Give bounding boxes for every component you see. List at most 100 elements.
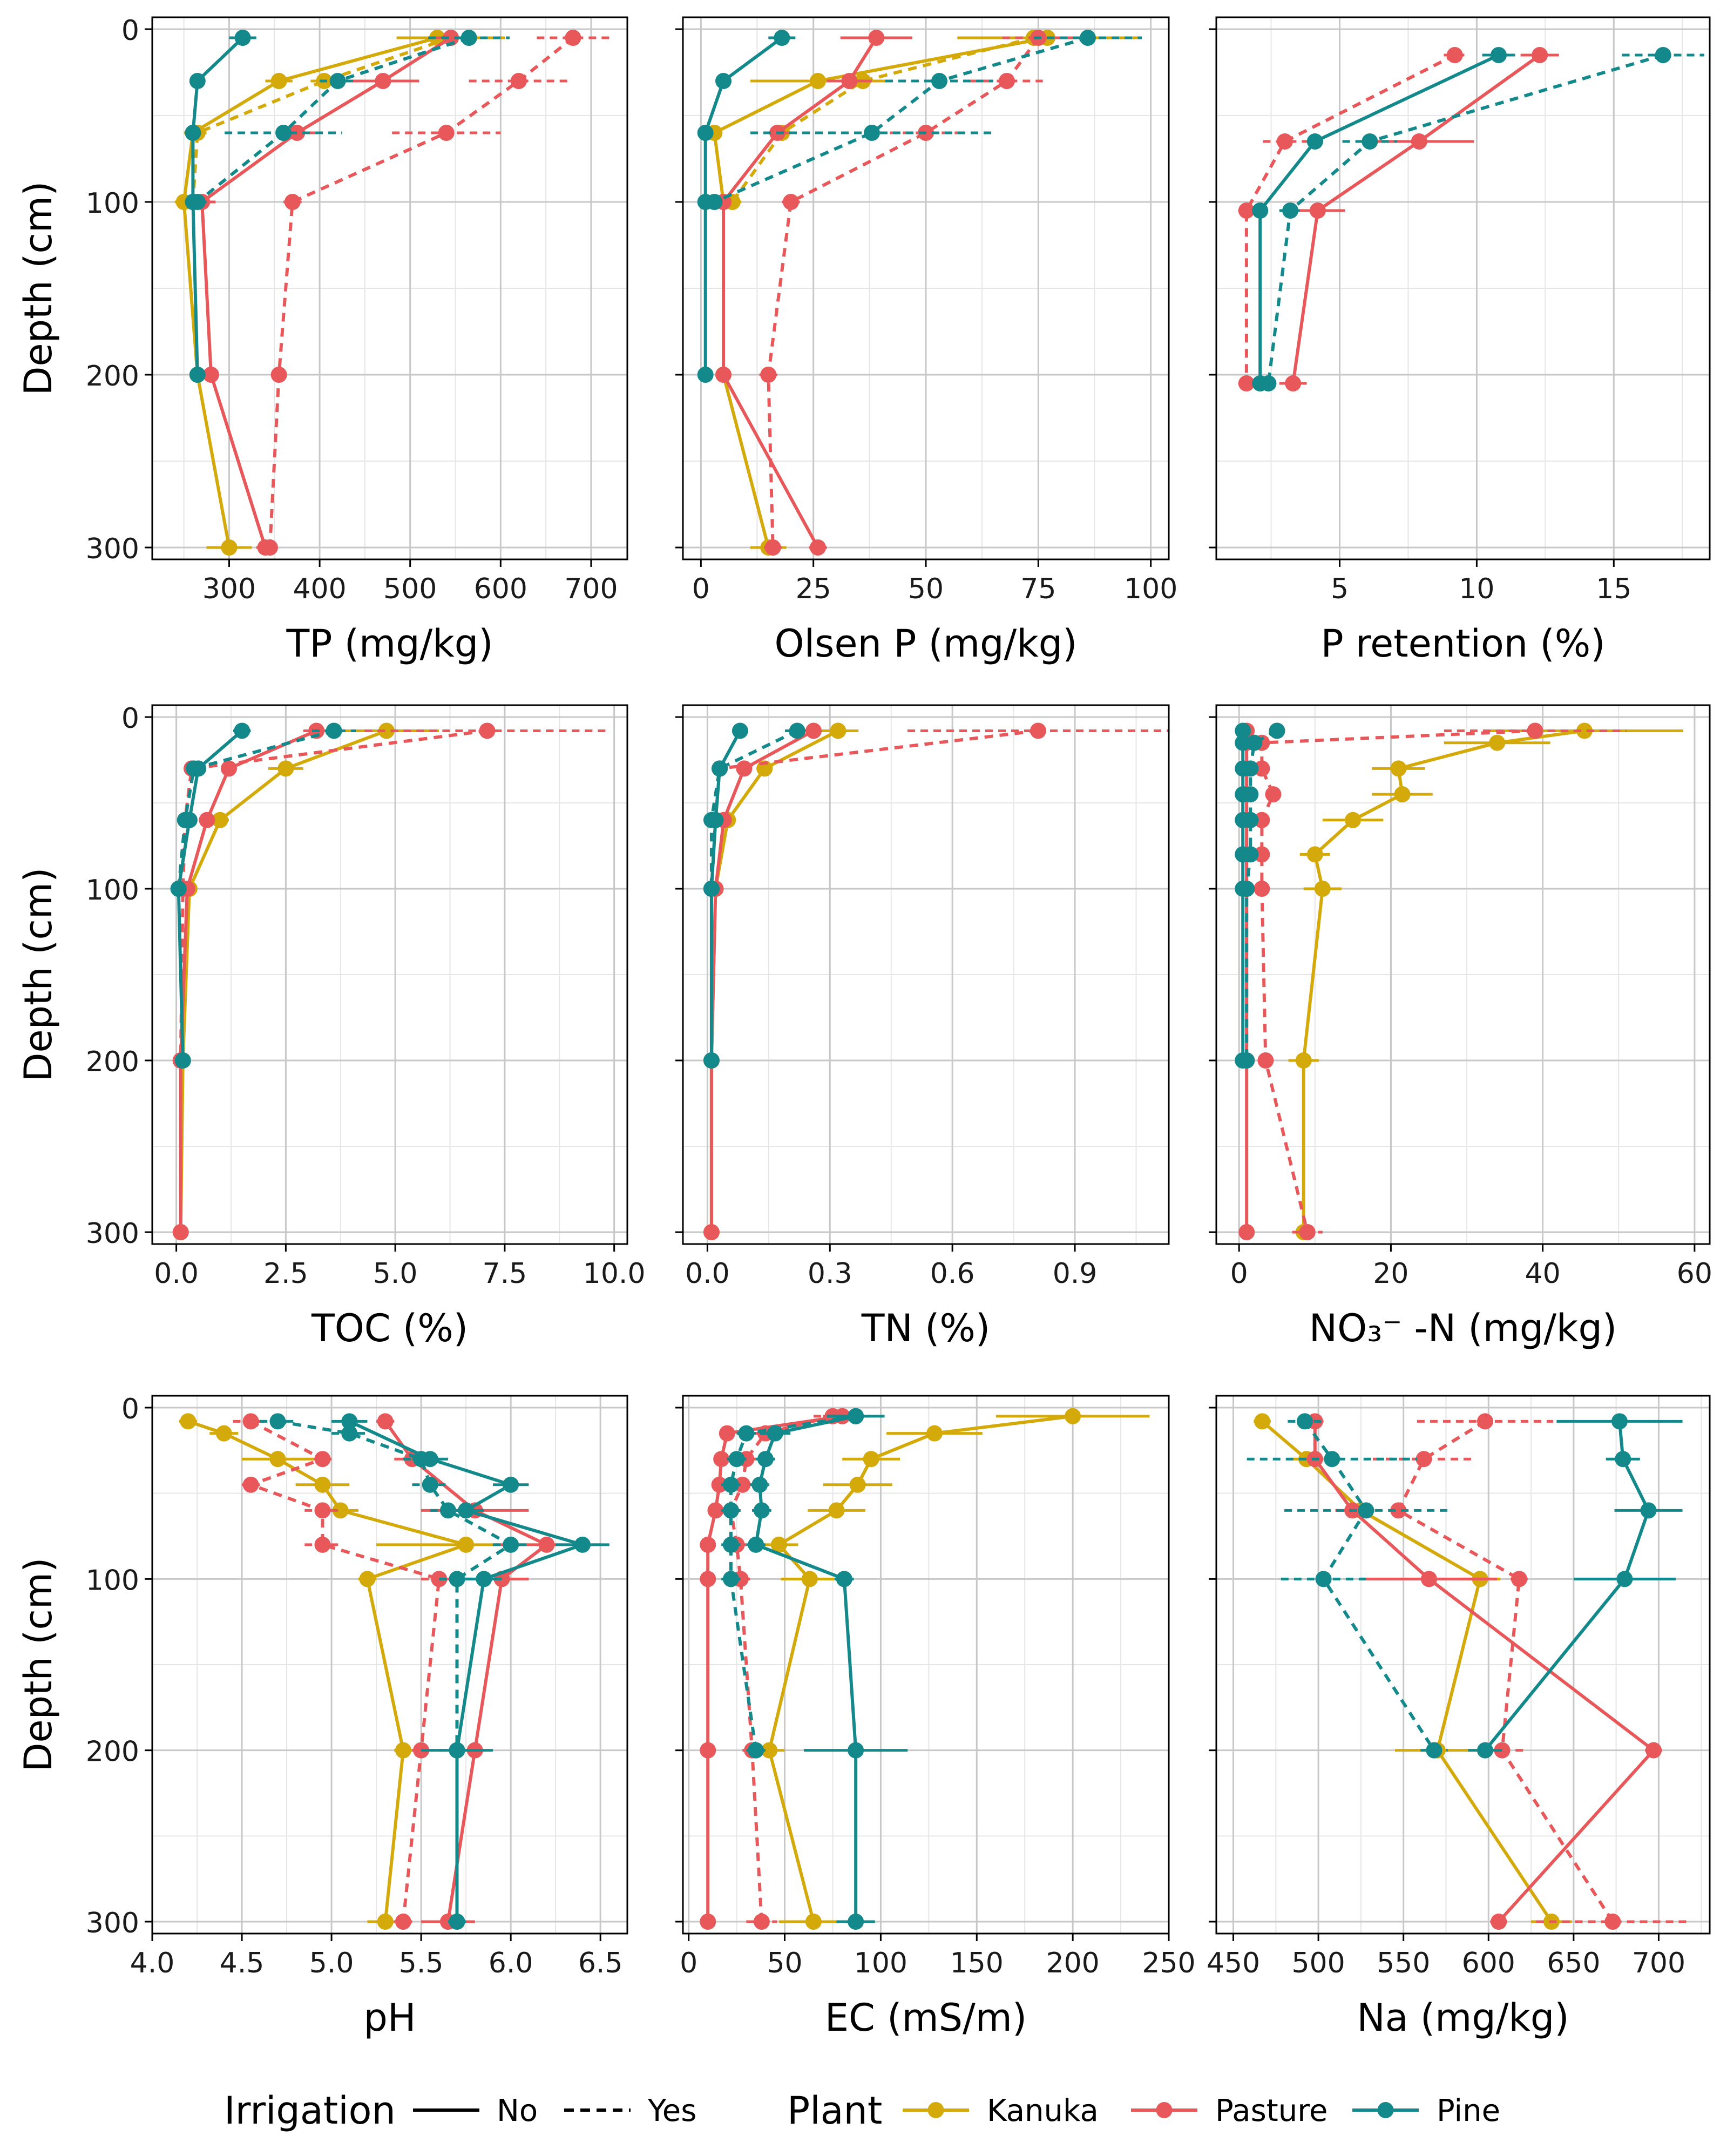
x-tick-label: 0.0 [685, 1258, 730, 1290]
data-point [574, 1536, 591, 1553]
data-point [270, 73, 287, 89]
panel-border [1215, 16, 1711, 560]
series-line [722, 37, 878, 549]
x-tick-label: 450 [1207, 1947, 1260, 1979]
data-point [712, 760, 728, 777]
data-point [1254, 846, 1270, 863]
x-tick-label: 150 [950, 1947, 1004, 1979]
data-point [751, 1476, 768, 1493]
data-point [1276, 133, 1293, 150]
x-tick-label: 60 [1677, 1258, 1712, 1290]
data-point [395, 1914, 411, 1930]
data-point [1252, 202, 1269, 219]
data-point [395, 1742, 411, 1759]
data-point [1411, 133, 1427, 150]
data-point [931, 73, 947, 89]
data-point [1324, 1451, 1340, 1468]
series-pine-irrigated [703, 722, 810, 897]
data-point [848, 1408, 864, 1424]
data-point [242, 1476, 259, 1493]
data-point [1238, 375, 1255, 391]
series-group [703, 722, 1169, 1240]
x-tick-label: 5.0 [309, 1947, 354, 1979]
data-point [697, 367, 714, 383]
data-point [1306, 846, 1323, 863]
x-tick-label: 6.5 [578, 1947, 623, 1979]
panel-border [1215, 1395, 1711, 1935]
x-tick-label: 600 [1462, 1947, 1515, 1979]
data-point [1238, 202, 1255, 219]
data-point [269, 1451, 286, 1468]
data-point [863, 1451, 879, 1468]
x-axis-label: TP (mg/kg) [286, 621, 493, 666]
data-point [753, 1502, 770, 1519]
data-point [700, 1914, 716, 1930]
series-pine-irrigated [1247, 1413, 1448, 1759]
data-point [1238, 881, 1255, 897]
data-point [1390, 760, 1407, 777]
y-axis-label: Depth (cm) [16, 181, 60, 396]
data-point [1306, 133, 1323, 150]
data-point [849, 1476, 866, 1493]
data-point [1257, 1052, 1274, 1069]
data-point [805, 722, 822, 739]
series-line [1291, 53, 1541, 384]
data-point [378, 722, 395, 739]
series-pine-irrigated [170, 722, 356, 897]
y-tick-label: 100 [86, 1564, 139, 1597]
data-point [199, 812, 215, 828]
x-tick-label: 75 [1020, 573, 1056, 605]
legend-plant-label: Pasture [1215, 2093, 1328, 2128]
x-tick-label: 200 [1046, 1947, 1100, 1979]
data-point [774, 30, 790, 46]
data-point [753, 1914, 770, 1930]
x-axis-label: Olsen P (mg/kg) [775, 621, 1078, 666]
data-point [215, 1425, 232, 1442]
data-point [375, 73, 391, 89]
data-point [1362, 133, 1378, 150]
panel-3: 5 10 15 P retention (%) [1209, 16, 1711, 666]
data-point [1640, 1502, 1657, 1519]
data-point [789, 722, 805, 739]
series-group [179, 1413, 609, 1930]
panel-border [151, 704, 628, 1245]
data-point [1080, 30, 1096, 46]
x-axis-label: NO₃⁻ -N (mg/kg) [1309, 1306, 1617, 1350]
x-tick-label: 5.5 [399, 1947, 444, 1979]
data-point [764, 539, 781, 556]
x-tick-label: 600 [474, 573, 527, 605]
data-point [748, 1742, 764, 1759]
data-point [1420, 1571, 1437, 1587]
data-point [341, 1425, 358, 1442]
data-point [1315, 1571, 1332, 1587]
x-tick-label: 4.0 [130, 1947, 175, 1979]
x-tick-label: 0.3 [808, 1258, 852, 1290]
data-point [732, 722, 748, 739]
data-point [202, 367, 219, 383]
panel-border [682, 1395, 1170, 1935]
series-line [268, 36, 574, 548]
data-point [748, 1536, 764, 1553]
series-line [714, 36, 1088, 204]
data-point [926, 1425, 943, 1442]
data-point [413, 1451, 430, 1468]
series-group [1238, 47, 1704, 391]
data-point [172, 1224, 189, 1240]
panel-5: 0.0 0.3 0.6 0.9 TN (%) [675, 704, 1170, 1350]
series-pasture-irrigated [1238, 47, 1466, 391]
panel-2: 0 25 50 75 100 Olsen P (mg/kg) [675, 16, 1177, 666]
series-line [767, 37, 1040, 548]
data-point [1491, 1914, 1507, 1930]
series-group [174, 30, 609, 556]
data-point [1282, 202, 1299, 219]
x-tick-label: 100 [854, 1947, 907, 1979]
data-point [1616, 1571, 1633, 1587]
data-point [449, 1742, 465, 1759]
legend-plant-point [1156, 2102, 1173, 2118]
y-axis-label: Depth (cm) [16, 1558, 60, 1772]
data-point [1645, 1742, 1662, 1759]
data-point [1065, 1408, 1081, 1424]
panel-border [151, 1395, 628, 1935]
data-point [329, 73, 346, 89]
data-point [757, 1451, 774, 1468]
